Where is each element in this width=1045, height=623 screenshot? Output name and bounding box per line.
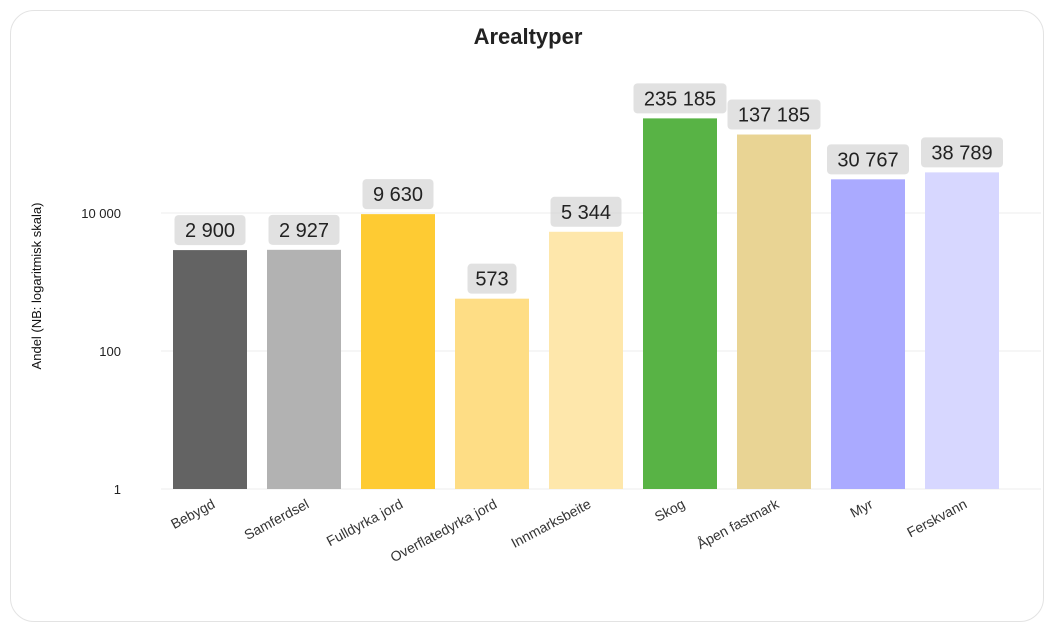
data-label: 235 185	[633, 83, 727, 114]
bar	[455, 298, 529, 489]
x-tick-label: Ferskvann	[904, 496, 969, 541]
data-label: 9 630	[362, 179, 434, 210]
data-label-background	[467, 263, 517, 294]
data-label-background	[362, 179, 434, 210]
x-axis-ticks: Bebygd Samferdsel Fulldyrka jordOverflated…	[168, 495, 969, 565]
data-label-text: 2 927	[279, 220, 329, 242]
data-label-background	[550, 196, 622, 227]
data-label: 137 185	[727, 99, 821, 130]
chart-card: Arealtyper Andel (NB: logaritmisk skala)…	[10, 10, 1044, 622]
x-tick-label: Skog	[652, 496, 688, 525]
data-label: 38 789	[921, 137, 1003, 168]
bar	[361, 214, 435, 489]
y-tick-label: 10 000	[81, 206, 121, 221]
data-label-text: 137 185	[738, 105, 810, 127]
data-label: 573	[467, 263, 517, 294]
data-label: 30 767	[827, 144, 909, 175]
bar	[643, 118, 717, 489]
data-label-background	[921, 137, 1003, 168]
y-tick-label: 100	[99, 344, 121, 359]
data-label-text: 2 900	[185, 220, 235, 242]
data-label-text: 573	[475, 269, 508, 291]
data-label: 2 927	[268, 214, 340, 245]
x-tick-label: Åpen fastmark	[694, 495, 782, 552]
bar-chart: Arealtyper Andel (NB: logaritmisk skala)…	[29, 24, 1041, 565]
x-tick-label: Samferdsel	[241, 496, 311, 543]
data-label: 5 344	[550, 196, 622, 227]
data-label: 2 900	[174, 215, 246, 246]
data-label-background	[174, 215, 246, 246]
data-label-text: 30 767	[837, 149, 898, 171]
bar	[267, 249, 341, 489]
data-labels: 2 900 2 927 9 630 573 5 344 235 185 137 185 30 …	[174, 83, 1003, 294]
y-tick-label: 1	[114, 482, 121, 497]
y-axis-ticks: 1 100 10 000	[81, 206, 121, 497]
data-label-text: 5 344	[561, 202, 611, 224]
y-axis-label: Andel (NB: logaritmisk skala)	[29, 203, 44, 370]
data-label-text: 38 789	[931, 142, 992, 164]
x-tick-label: Myr	[847, 495, 875, 520]
bars	[173, 118, 999, 490]
bar	[925, 172, 999, 490]
data-label-background	[268, 214, 340, 245]
bar	[831, 179, 905, 489]
data-label-background	[633, 83, 727, 114]
data-label-background	[827, 144, 909, 175]
data-label-text: 235 185	[644, 88, 716, 110]
bar	[549, 231, 623, 489]
x-tick-label: Overflatedyrka jord	[387, 496, 499, 566]
bar	[173, 250, 247, 489]
data-label-background	[727, 99, 821, 130]
x-tick-label: Fulldyrka jord	[324, 496, 406, 550]
chart-title: Arealtyper	[474, 24, 583, 49]
bar	[737, 134, 811, 489]
data-label-text: 9 630	[373, 184, 423, 206]
x-tick-label: Innmarksbeite	[508, 495, 593, 551]
x-tick-label: Bebygd	[168, 496, 217, 532]
